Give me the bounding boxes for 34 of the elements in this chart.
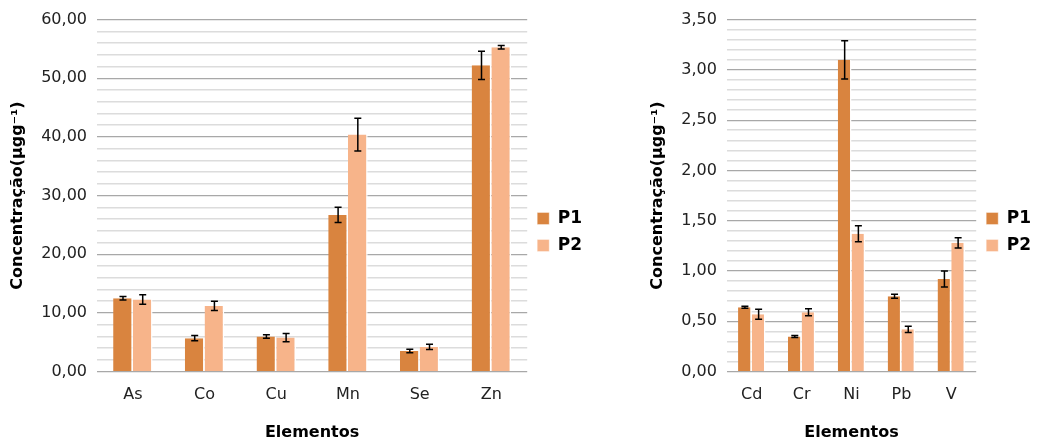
x-tick-label: Cd bbox=[741, 384, 763, 404]
y-tick-label: 2,00 bbox=[681, 159, 717, 179]
x-tick-label: Zn bbox=[480, 384, 502, 404]
x-tick-label: Cr bbox=[792, 384, 811, 404]
y-axis-title: Concentração(µgg⁻¹) bbox=[6, 101, 26, 290]
x-tick-label: Cu bbox=[265, 384, 287, 404]
y-tick-label: 50,00 bbox=[41, 67, 87, 87]
x-tick-label: As bbox=[123, 384, 143, 404]
x-axis-title: Elementos bbox=[264, 421, 360, 441]
y-tick-label: 1,00 bbox=[681, 260, 717, 280]
y-tick-label: 3,00 bbox=[681, 59, 717, 79]
y-tick-label: 10,00 bbox=[41, 302, 87, 322]
y-tick-label: 0,00 bbox=[681, 360, 717, 380]
legend-label: P2 bbox=[557, 233, 583, 254]
x-tick-label: Co bbox=[194, 384, 216, 404]
y-tick-label: 3,50 bbox=[681, 8, 717, 28]
legend-label: P1 bbox=[1006, 206, 1032, 227]
x-tick-label: Pb bbox=[891, 384, 912, 404]
y-tick-label: 20,00 bbox=[41, 243, 87, 263]
y-tick-label: 30,00 bbox=[41, 184, 87, 204]
y-tick-label: 60,00 bbox=[41, 8, 87, 28]
y-tick-label: 40,00 bbox=[41, 126, 87, 146]
x-tick-label: Ni bbox=[843, 384, 860, 404]
x-axis-title: Elementos bbox=[804, 421, 899, 441]
y-axis-title: Concentração(µgg⁻¹) bbox=[646, 101, 666, 290]
legend-label: P2 bbox=[1006, 233, 1032, 254]
y-tick-label: 0,00 bbox=[51, 360, 87, 380]
x-tick-label: Se bbox=[409, 384, 430, 404]
y-tick-label: 1,50 bbox=[681, 209, 717, 229]
x-tick-label: V bbox=[945, 384, 957, 404]
y-tick-label: 0,50 bbox=[681, 310, 717, 330]
x-tick-label: Mn bbox=[335, 384, 360, 404]
y-tick-label: 2,50 bbox=[681, 109, 717, 129]
legend-label: P1 bbox=[557, 206, 583, 227]
